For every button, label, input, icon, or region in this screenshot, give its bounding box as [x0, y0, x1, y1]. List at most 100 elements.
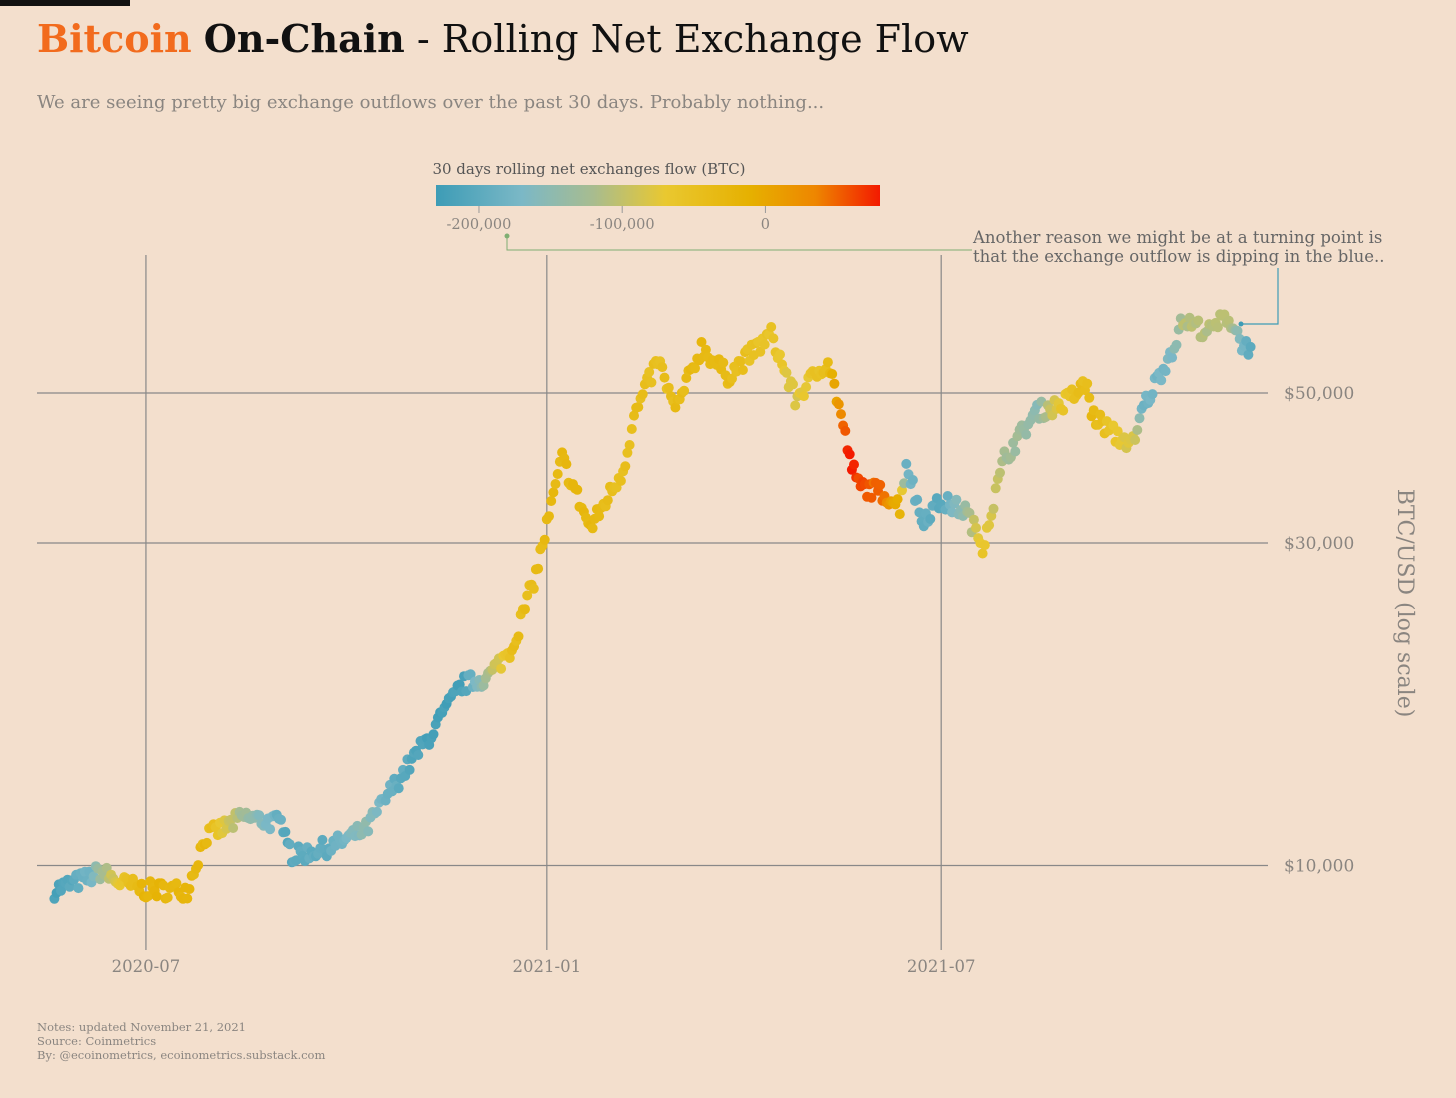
- grid-lines: [37, 255, 1268, 950]
- legend-tick-label: -200,000: [447, 217, 512, 233]
- data-point: [942, 491, 953, 501]
- y-tick-label: $10,000: [1284, 857, 1354, 877]
- data-point: [633, 402, 644, 413]
- annotation-connector-blue: [1242, 268, 1279, 325]
- y-tick-label: $30,000: [1284, 534, 1354, 554]
- data-point: [827, 369, 838, 379]
- data-point: [844, 449, 855, 460]
- data-point: [1243, 349, 1254, 360]
- data-point: [984, 520, 995, 531]
- data-point: [513, 631, 524, 642]
- data-point: [413, 750, 424, 760]
- data-point: [968, 514, 979, 525]
- legend-title: 30 days rolling net exchanges flow (BTC): [432, 160, 745, 178]
- top-accent-bar: [0, 0, 130, 6]
- data-point: [1167, 352, 1178, 363]
- data-point: [1147, 389, 1158, 400]
- data-point: [550, 479, 561, 489]
- data-point: [504, 653, 515, 663]
- data-point: [496, 663, 507, 674]
- data-point: [265, 824, 276, 835]
- data-point: [193, 860, 204, 871]
- legend-tick-label: 0: [761, 217, 770, 233]
- data-point: [552, 469, 563, 479]
- data-point: [620, 461, 631, 472]
- data-point: [1212, 322, 1223, 333]
- data-point: [533, 563, 544, 574]
- data-point: [657, 362, 668, 373]
- annotation-dot-green: [504, 233, 510, 239]
- data-point: [184, 884, 195, 894]
- data-point: [1193, 315, 1204, 326]
- data-point: [546, 496, 557, 506]
- data-point: [602, 495, 613, 506]
- chart-title: Bitcoin On-Chain - Rolling Net Exchange …: [37, 16, 969, 61]
- data-point: [1160, 366, 1171, 377]
- data-point: [990, 483, 1001, 494]
- data-point: [626, 424, 637, 434]
- data-point: [393, 783, 404, 794]
- data-point: [718, 357, 729, 368]
- data-point: [755, 346, 766, 357]
- legend-color-bar: [436, 185, 880, 206]
- x-tick-label: 2021-07: [907, 957, 976, 976]
- data-point: [151, 891, 162, 902]
- data-point: [894, 509, 905, 520]
- data-point: [1084, 392, 1095, 403]
- data-point: [849, 459, 859, 470]
- x-tick-label: 2021-01: [513, 957, 582, 976]
- data-point: [1171, 339, 1182, 350]
- data-point: [781, 367, 792, 378]
- title-bitcoin: Bitcoin: [37, 16, 192, 61]
- annotation-connector-green: [506, 237, 972, 251]
- x-tick-label: 2020-07: [112, 957, 181, 976]
- data-point: [1058, 405, 1069, 416]
- annotation-text-line2: that the exchange outflow is dipping in …: [973, 247, 1385, 266]
- data-point: [979, 540, 990, 551]
- title-rest: - Rolling Net Exchange Flow: [404, 17, 969, 61]
- data-point: [465, 669, 476, 680]
- data-point: [280, 826, 291, 837]
- data-point: [1232, 325, 1243, 336]
- data-point: [1156, 375, 1167, 386]
- data-point: [670, 402, 681, 413]
- data-point: [171, 878, 182, 889]
- data-point: [254, 810, 265, 821]
- annotation-text-line1: Another reason we might be at a turning …: [972, 228, 1382, 247]
- data-point: [528, 583, 539, 594]
- data-point: [700, 344, 711, 355]
- data-point: [659, 372, 670, 383]
- footer-by: By: @ecoinometrics, ecoinometrics.substa…: [37, 1048, 326, 1062]
- data-point: [1130, 435, 1141, 445]
- title-onchain: On-Chain: [203, 16, 405, 61]
- data-point: [284, 839, 295, 850]
- data-point: [907, 475, 918, 485]
- legend-tick-label: -100,000: [590, 217, 655, 233]
- y-axis-labels: $10,000 $30,000 $50,000: [1284, 384, 1354, 877]
- chart-subtitle: We are seeing pretty big exchange outflo…: [37, 92, 825, 113]
- footer-source: Source: Coinmetrics: [37, 1034, 157, 1048]
- data-point: [1223, 315, 1234, 326]
- data-point: [759, 339, 770, 350]
- y-axis-label: BTC/USD (log scale): [1392, 489, 1417, 718]
- data-point: [977, 548, 988, 559]
- data-point: [768, 333, 779, 344]
- data-point: [404, 764, 415, 775]
- data-point: [995, 467, 1005, 478]
- data-point: [622, 447, 633, 458]
- data-point: [228, 823, 239, 833]
- data-point: [548, 487, 559, 498]
- data-point: [182, 893, 193, 904]
- data-point: [790, 400, 801, 411]
- data-point: [572, 484, 583, 495]
- data-point: [1245, 341, 1256, 352]
- data-point: [912, 494, 923, 505]
- data-point: [801, 382, 812, 392]
- data-point: [1112, 426, 1123, 437]
- data-point: [833, 399, 844, 410]
- data-point: [629, 410, 639, 421]
- data-point: [901, 458, 912, 469]
- data-point: [766, 322, 777, 332]
- data-point: [522, 590, 533, 601]
